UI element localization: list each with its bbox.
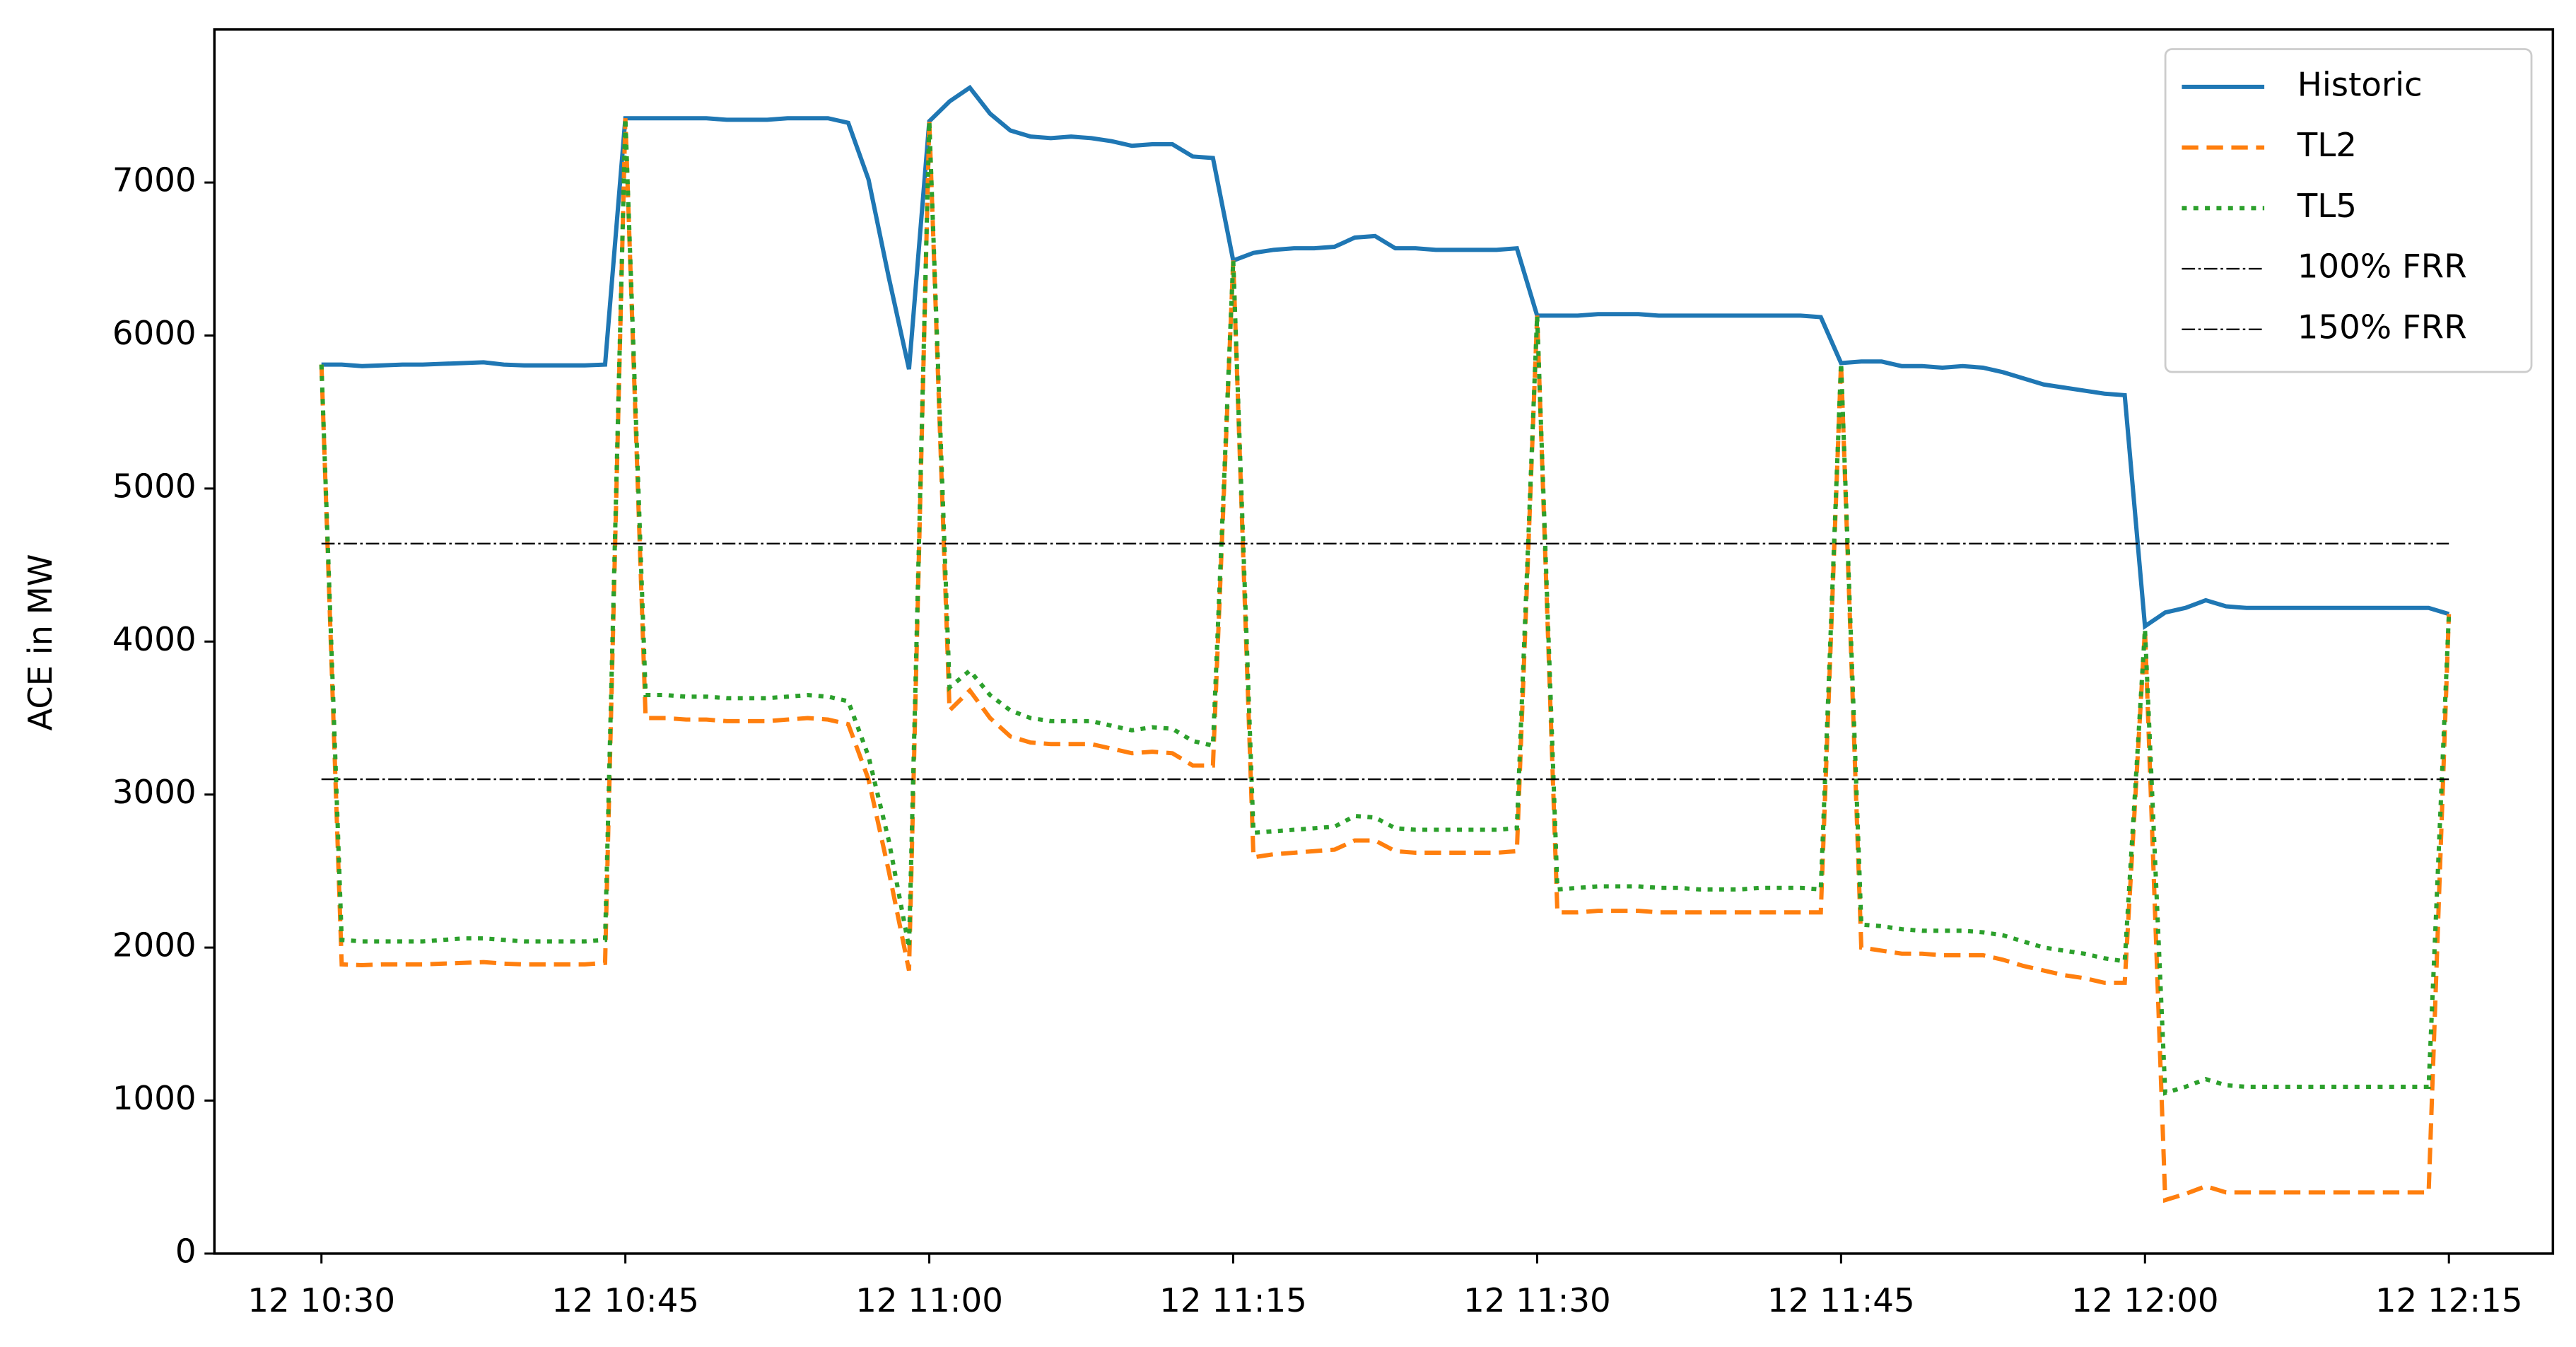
x-tick-label: 12 12:00 [2071,1281,2219,1319]
series-line [319,118,2452,1096]
x-tick-label: 12 11:45 [1767,1281,1915,1319]
y-tick-label: 7000 [112,161,197,199]
y-axis-label: ACE in MW [21,554,59,730]
x-tick-label: 12 11:30 [1463,1281,1611,1319]
series-line [321,84,2450,631]
x-tick-label: 12 11:15 [1159,1281,1307,1319]
x-tick-label: 12 11:00 [855,1281,1003,1319]
x-tick-label: 12 10:45 [551,1281,699,1319]
y-tick-label: 5000 [112,467,197,506]
legend-label: 150% FRR [2297,308,2467,346]
series-line [319,118,2452,1203]
plot-frame [213,28,2555,1255]
x-tick-label: 12 12:15 [2375,1281,2523,1319]
legend-label: Historic [2297,65,2423,103]
legend: Historic TL2 TL5 100% FRR 150% FRR [2164,48,2533,373]
legend-label: 100% FRR [2297,247,2467,286]
legend-label: TL5 [2297,187,2357,225]
y-tick-label: 2000 [112,926,197,964]
y-tick-label: 1000 [112,1079,197,1117]
y-tick-label: 4000 [112,620,197,658]
x-tick-label: 12 10:30 [247,1281,395,1319]
legend-label: TL2 [2297,126,2357,164]
y-tick-label: 0 [175,1232,197,1271]
y-tick-label: 6000 [112,314,197,352]
legend-box [2164,48,2533,373]
y-tick-label: 3000 [112,773,197,811]
